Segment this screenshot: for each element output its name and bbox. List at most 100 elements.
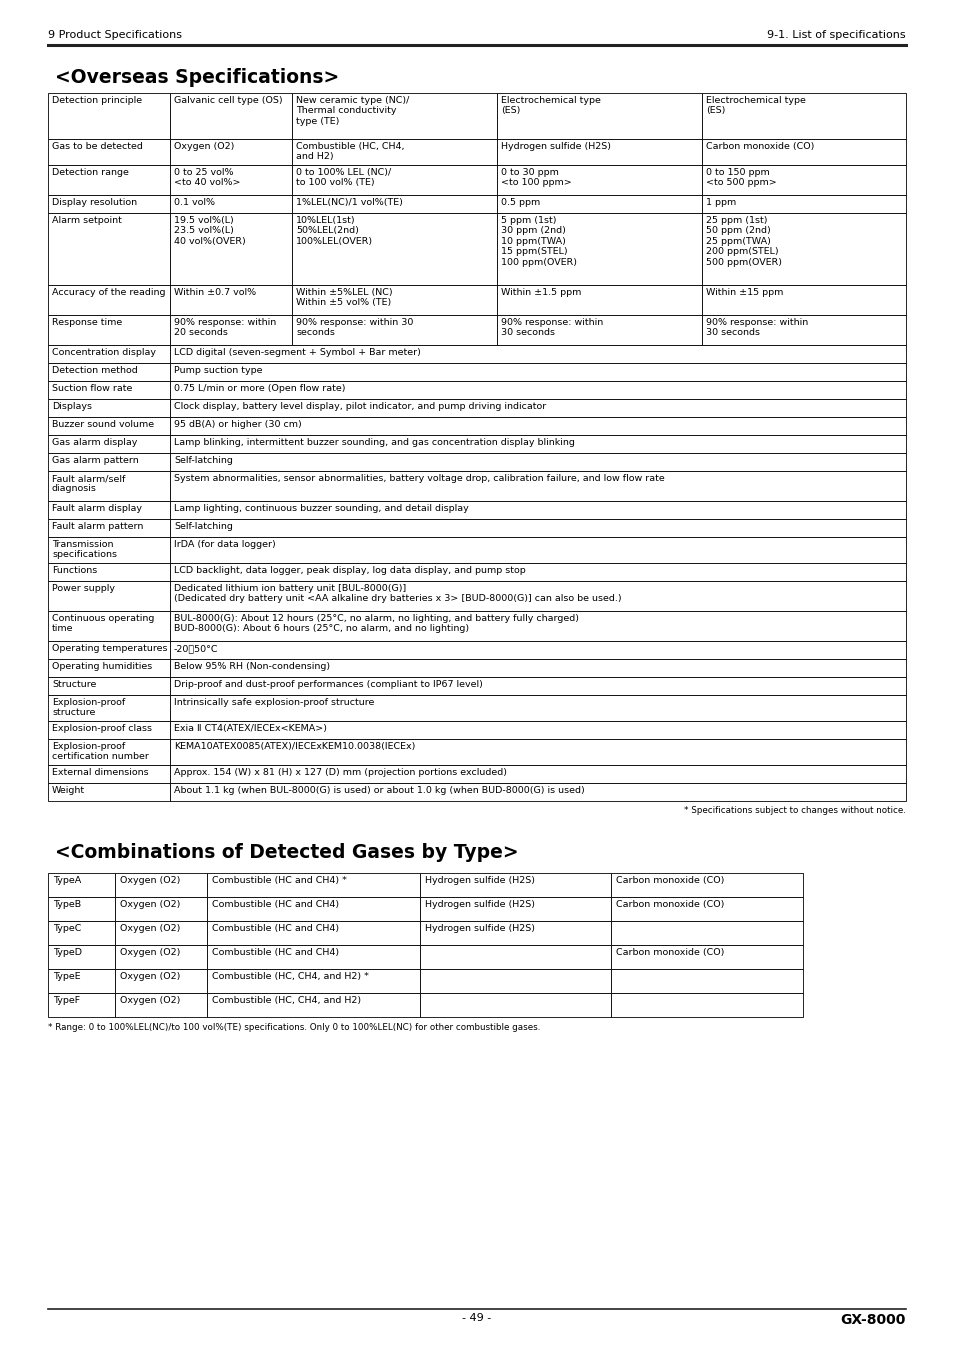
Bar (292, 315, 497, 345)
Bar (48, 501, 170, 519)
Bar (48, 563, 170, 581)
Bar (48, 139, 170, 165)
Bar (497, 285, 701, 315)
Text: GX-8000: GX-8000 (840, 1313, 905, 1327)
Bar (610, 897, 802, 921)
Text: Within ±0.7 vol%: Within ±0.7 vol% (173, 288, 255, 297)
Text: 0.75 L/min or more (Open flow rate): 0.75 L/min or more (Open flow rate) (173, 384, 345, 393)
Bar (115, 873, 207, 897)
Bar (419, 969, 610, 993)
Bar (170, 694, 905, 721)
Bar (48, 315, 170, 345)
Bar (170, 381, 905, 399)
Text: TypeC: TypeC (53, 924, 81, 934)
Text: Operating humidities: Operating humidities (52, 662, 152, 671)
Text: Explosion-proof
structure: Explosion-proof structure (52, 698, 125, 717)
Text: Oxygen (O2): Oxygen (O2) (173, 142, 234, 151)
Text: Gas to be detected: Gas to be detected (52, 142, 143, 151)
Text: Accuracy of the reading: Accuracy of the reading (52, 288, 165, 297)
Bar (48, 969, 115, 993)
Text: 0 to 150 ppm
<to 500 ppm>: 0 to 150 ppm <to 500 ppm> (705, 168, 776, 188)
Text: About 1.1 kg (when BUL-8000(G) is used) or about 1.0 kg (when BUD-8000(G) is use: About 1.1 kg (when BUL-8000(G) is used) … (173, 786, 584, 794)
Bar (170, 213, 292, 285)
Text: Fault alarm/self
diagnosis: Fault alarm/self diagnosis (52, 474, 125, 493)
Bar (170, 640, 905, 659)
Text: Gas alarm display: Gas alarm display (52, 438, 137, 447)
Bar (48, 165, 170, 195)
Bar (170, 501, 905, 519)
Text: Weight: Weight (52, 786, 85, 794)
Text: Detection method: Detection method (52, 366, 137, 376)
Text: Oxygen (O2): Oxygen (O2) (120, 875, 180, 885)
Bar (610, 944, 802, 969)
Bar (115, 897, 207, 921)
Text: Below 95% RH (Non-condensing): Below 95% RH (Non-condensing) (173, 662, 330, 671)
Text: Exia Ⅱ CT4(ATEX/IECEx<KEMA>): Exia Ⅱ CT4(ATEX/IECEx<KEMA>) (173, 724, 327, 734)
Bar (48, 993, 115, 1017)
Text: TypeD: TypeD (53, 948, 82, 957)
Bar (48, 611, 170, 640)
Text: Carbon monoxide (CO): Carbon monoxide (CO) (616, 900, 723, 909)
Bar (48, 581, 170, 611)
Bar (115, 993, 207, 1017)
Text: Intrinsically safe explosion-proof structure: Intrinsically safe explosion-proof struc… (173, 698, 374, 707)
Text: 95 dB(A) or higher (30 cm): 95 dB(A) or higher (30 cm) (173, 420, 301, 430)
Text: System abnormalities, sensor abnormalities, battery voltage drop, calibration fa: System abnormalities, sensor abnormaliti… (173, 474, 664, 484)
Bar (48, 195, 170, 213)
Text: Within ±15 ppm: Within ±15 ppm (705, 288, 782, 297)
Text: 0.1 vol%: 0.1 vol% (173, 199, 214, 207)
Text: Within ±5%LEL (NC)
Within ±5 vol% (TE): Within ±5%LEL (NC) Within ±5 vol% (TE) (295, 288, 393, 308)
Text: LCD digital (seven-segment + Symbol + Bar meter): LCD digital (seven-segment + Symbol + Ba… (173, 349, 420, 357)
Bar (701, 139, 905, 165)
Text: Hydrogen sulfide (H2S): Hydrogen sulfide (H2S) (424, 875, 535, 885)
Text: Gas alarm pattern: Gas alarm pattern (52, 457, 138, 465)
Bar (48, 381, 170, 399)
Bar (207, 873, 419, 897)
Text: 25 ppm (1st)
50 ppm (2nd)
25 ppm(TWA)
200 ppm(STEL)
500 ppm(OVER): 25 ppm (1st) 50 ppm (2nd) 25 ppm(TWA) 20… (705, 216, 781, 266)
Text: 90% response: within
30 seconds: 90% response: within 30 seconds (500, 317, 602, 338)
Bar (115, 944, 207, 969)
Text: Combustible (HC and CH4): Combustible (HC and CH4) (212, 900, 338, 909)
Bar (207, 921, 419, 944)
Text: Detection range: Detection range (52, 168, 129, 177)
Text: 1%LEL(NC)/1 vol%(TE): 1%LEL(NC)/1 vol%(TE) (295, 199, 402, 207)
Text: Self-latching: Self-latching (173, 521, 233, 531)
Text: - 49 -: - 49 - (462, 1313, 491, 1323)
Bar (170, 417, 905, 435)
Text: 9 Product Specifications: 9 Product Specifications (48, 30, 182, 41)
Text: 9-1. List of specifications: 9-1. List of specifications (766, 30, 905, 41)
Text: Detection principle: Detection principle (52, 96, 142, 105)
Bar (48, 640, 170, 659)
Text: <Overseas Specifications>: <Overseas Specifications> (55, 68, 339, 86)
Bar (207, 897, 419, 921)
Bar (292, 213, 497, 285)
Bar (48, 93, 170, 139)
Text: Hydrogen sulfide (H2S): Hydrogen sulfide (H2S) (424, 924, 535, 934)
Text: -20～50°C: -20～50°C (173, 644, 218, 653)
Bar (115, 969, 207, 993)
Bar (48, 435, 170, 453)
Bar (48, 944, 115, 969)
Text: Within ±1.5 ppm: Within ±1.5 ppm (500, 288, 580, 297)
Text: Explosion-proof
certification number: Explosion-proof certification number (52, 742, 149, 762)
Bar (48, 659, 170, 677)
Bar (292, 195, 497, 213)
Bar (170, 765, 905, 784)
Bar (207, 944, 419, 969)
Text: IrDA (for data logger): IrDA (for data logger) (173, 540, 275, 549)
Bar (610, 873, 802, 897)
Bar (48, 417, 170, 435)
Text: Electrochemical type
(ES): Electrochemical type (ES) (705, 96, 805, 115)
Bar (48, 536, 170, 563)
Bar (170, 435, 905, 453)
Bar (170, 581, 905, 611)
Bar (497, 195, 701, 213)
Text: * Specifications subject to changes without notice.: * Specifications subject to changes with… (683, 807, 905, 815)
Text: Response time: Response time (52, 317, 122, 327)
Bar (610, 921, 802, 944)
Text: Continuous operating
time: Continuous operating time (52, 613, 154, 634)
Text: Combustible (HC and CH4): Combustible (HC and CH4) (212, 924, 338, 934)
Text: Explosion-proof class: Explosion-proof class (52, 724, 152, 734)
Bar (170, 784, 905, 801)
Text: Carbon monoxide (CO): Carbon monoxide (CO) (616, 948, 723, 957)
